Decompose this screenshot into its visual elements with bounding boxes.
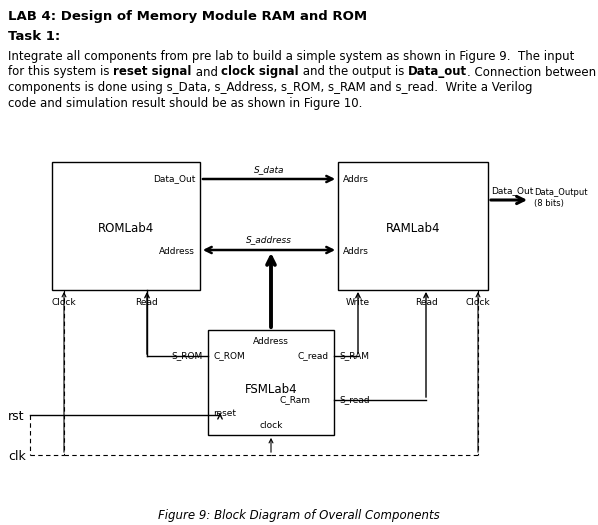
Text: clock: clock (260, 422, 283, 430)
Text: Data_out: Data_out (408, 66, 467, 79)
Text: RAMLab4: RAMLab4 (386, 222, 440, 235)
Text: C_Ram: C_Ram (279, 395, 310, 404)
Text: C_ROM: C_ROM (213, 352, 245, 361)
Text: reset: reset (213, 408, 236, 417)
Text: LAB 4: Design of Memory Module RAM and ROM: LAB 4: Design of Memory Module RAM and R… (8, 10, 367, 23)
Text: C_read: C_read (298, 352, 329, 361)
Text: S_RAM: S_RAM (339, 352, 369, 361)
Text: and: and (191, 66, 221, 79)
Text: Read: Read (414, 298, 437, 307)
Text: Addrs: Addrs (343, 247, 369, 257)
Text: S_ROM: S_ROM (172, 352, 203, 361)
Bar (52, 162, 200, 290)
Text: for this system is: for this system is (8, 66, 113, 79)
Text: Read: Read (136, 298, 158, 307)
Text: . Connection between: . Connection between (467, 66, 596, 79)
Text: FSMLab4: FSMLab4 (245, 383, 297, 396)
Text: clock signal: clock signal (221, 66, 299, 79)
Text: Addrs: Addrs (343, 174, 369, 184)
Text: rst: rst (8, 411, 25, 424)
Bar (208, 330, 334, 435)
Text: reset signal: reset signal (113, 66, 191, 79)
Text: Clock: Clock (466, 298, 490, 307)
Text: clk: clk (8, 450, 26, 464)
Text: Write: Write (346, 298, 370, 307)
Text: Data_Out: Data_Out (152, 174, 195, 184)
Text: Figure 9: Block Diagram of Overall Components: Figure 9: Block Diagram of Overall Compo… (158, 509, 440, 521)
Text: components is done using s_Data, s_Address, s_ROM, s_RAM and s_read.  Write a Ve: components is done using s_Data, s_Addre… (8, 81, 532, 94)
Text: ROMLab4: ROMLab4 (98, 222, 154, 235)
Text: and the output is: and the output is (299, 66, 408, 79)
Text: Clock: Clock (51, 298, 77, 307)
Text: Data_Out: Data_Out (491, 186, 533, 195)
Text: S_data: S_data (254, 165, 284, 174)
Bar (338, 162, 488, 290)
Text: Data_Output
(8 bits): Data_Output (8 bits) (534, 188, 587, 208)
Text: Task 1:: Task 1: (8, 30, 60, 43)
Text: Integrate all components from pre lab to build a simple system as shown in Figur: Integrate all components from pre lab to… (8, 50, 574, 63)
Text: S_read: S_read (339, 395, 370, 404)
Text: Address: Address (159, 247, 195, 257)
Text: code and simulation result should be as shown in Figure 10.: code and simulation result should be as … (8, 97, 362, 110)
Text: S_address: S_address (246, 236, 292, 245)
Text: Address: Address (253, 337, 289, 345)
